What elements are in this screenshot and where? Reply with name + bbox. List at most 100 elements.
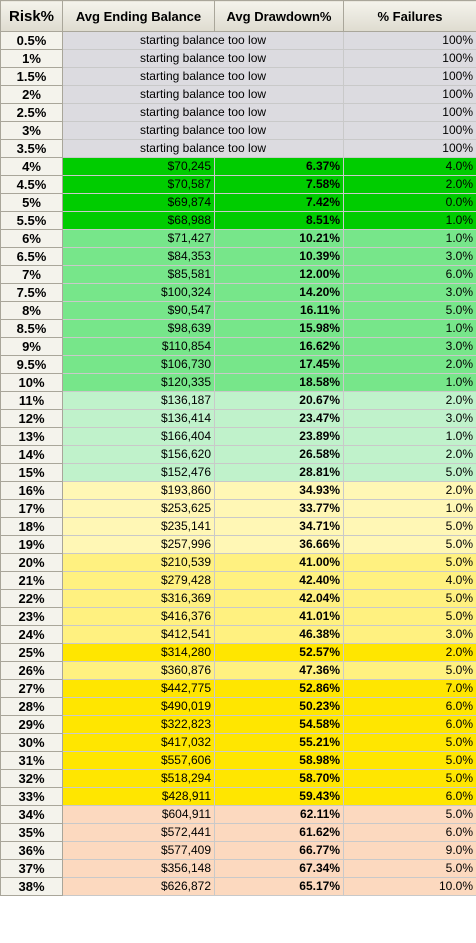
failures-cell[interactable]: 5.0% xyxy=(343,751,476,770)
balance-cell[interactable]: $314,280 xyxy=(62,643,215,662)
balance-cell[interactable]: $70,245 xyxy=(62,157,215,176)
failures-cell[interactable]: 7.0% xyxy=(343,679,476,698)
risk-cell[interactable]: 25% xyxy=(0,643,63,662)
failures-cell[interactable]: 100% xyxy=(343,67,476,86)
failures-cell[interactable]: 3.0% xyxy=(343,409,476,428)
risk-cell[interactable]: 10% xyxy=(0,373,63,392)
failures-cell[interactable]: 5.0% xyxy=(343,661,476,680)
risk-cell[interactable]: 2% xyxy=(0,85,63,104)
risk-cell[interactable]: 4% xyxy=(0,157,63,176)
risk-cell[interactable]: 4.5% xyxy=(0,175,63,194)
balance-cell[interactable]: $210,539 xyxy=(62,553,215,572)
drawdown-cell[interactable]: 23.47% xyxy=(214,409,344,428)
balance-cell[interactable]: $316,369 xyxy=(62,589,215,608)
failures-cell[interactable]: 6.0% xyxy=(343,823,476,842)
balance-cell[interactable]: $68,988 xyxy=(62,211,215,230)
failures-cell[interactable]: 100% xyxy=(343,103,476,122)
balance-cell[interactable]: $84,353 xyxy=(62,247,215,266)
note-cell[interactable]: starting balance too low xyxy=(62,85,344,104)
risk-cell[interactable]: 6% xyxy=(0,229,63,248)
failures-cell[interactable]: 1.0% xyxy=(343,319,476,338)
drawdown-cell[interactable]: 41.00% xyxy=(214,553,344,572)
note-cell[interactable]: starting balance too low xyxy=(62,121,344,140)
balance-cell[interactable]: $428,911 xyxy=(62,787,215,806)
balance-cell[interactable]: $110,854 xyxy=(62,337,215,356)
failures-cell[interactable]: 2.0% xyxy=(343,175,476,194)
drawdown-cell[interactable]: 66.77% xyxy=(214,841,344,860)
balance-cell[interactable]: $253,625 xyxy=(62,499,215,518)
failures-cell[interactable]: 100% xyxy=(343,49,476,68)
drawdown-cell[interactable]: 47.36% xyxy=(214,661,344,680)
failures-cell[interactable]: 2.0% xyxy=(343,355,476,374)
drawdown-cell[interactable]: 20.67% xyxy=(214,391,344,410)
balance-cell[interactable]: $166,404 xyxy=(62,427,215,446)
note-cell[interactable]: starting balance too low xyxy=(62,31,344,50)
failures-cell[interactable]: 9.0% xyxy=(343,841,476,860)
drawdown-cell[interactable]: 42.40% xyxy=(214,571,344,590)
balance-cell[interactable]: $136,187 xyxy=(62,391,215,410)
balance-cell[interactable]: $100,324 xyxy=(62,283,215,302)
drawdown-cell[interactable]: 6.37% xyxy=(214,157,344,176)
risk-cell[interactable]: 3% xyxy=(0,121,63,140)
risk-cell[interactable]: 5.5% xyxy=(0,211,63,230)
failures-cell[interactable]: 2.0% xyxy=(343,481,476,500)
failures-cell[interactable]: 1.0% xyxy=(343,373,476,392)
failures-cell[interactable]: 6.0% xyxy=(343,787,476,806)
drawdown-cell[interactable]: 33.77% xyxy=(214,499,344,518)
risk-cell[interactable]: 36% xyxy=(0,841,63,860)
risk-cell[interactable]: 37% xyxy=(0,859,63,878)
balance-cell[interactable]: $412,541 xyxy=(62,625,215,644)
balance-cell[interactable]: $120,335 xyxy=(62,373,215,392)
drawdown-cell[interactable]: 34.71% xyxy=(214,517,344,536)
risk-cell[interactable]: 6.5% xyxy=(0,247,63,266)
balance-cell[interactable]: $416,376 xyxy=(62,607,215,626)
drawdown-cell[interactable]: 46.38% xyxy=(214,625,344,644)
drawdown-cell[interactable]: 62.11% xyxy=(214,805,344,824)
header-balance[interactable]: Avg Ending Balance xyxy=(62,0,215,32)
failures-cell[interactable]: 5.0% xyxy=(343,301,476,320)
balance-cell[interactable]: $257,996 xyxy=(62,535,215,554)
header-drawdown[interactable]: Avg Drawdown% xyxy=(214,0,344,32)
risk-cell[interactable]: 28% xyxy=(0,697,63,716)
balance-cell[interactable]: $152,476 xyxy=(62,463,215,482)
risk-cell[interactable]: 21% xyxy=(0,571,63,590)
drawdown-cell[interactable]: 55.21% xyxy=(214,733,344,752)
drawdown-cell[interactable]: 18.58% xyxy=(214,373,344,392)
drawdown-cell[interactable]: 14.20% xyxy=(214,283,344,302)
balance-cell[interactable]: $85,581 xyxy=(62,265,215,284)
failures-cell[interactable]: 6.0% xyxy=(343,265,476,284)
drawdown-cell[interactable]: 8.51% xyxy=(214,211,344,230)
balance-cell[interactable]: $136,414 xyxy=(62,409,215,428)
drawdown-cell[interactable]: 15.98% xyxy=(214,319,344,338)
risk-cell[interactable]: 9% xyxy=(0,337,63,356)
failures-cell[interactable]: 1.0% xyxy=(343,499,476,518)
risk-cell[interactable]: 27% xyxy=(0,679,63,698)
risk-cell[interactable]: 38% xyxy=(0,877,63,896)
drawdown-cell[interactable]: 16.11% xyxy=(214,301,344,320)
failures-cell[interactable]: 5.0% xyxy=(343,769,476,788)
risk-cell[interactable]: 1.5% xyxy=(0,67,63,86)
drawdown-cell[interactable]: 50.23% xyxy=(214,697,344,716)
failures-cell[interactable]: 5.0% xyxy=(343,805,476,824)
header-risk[interactable]: Risk% xyxy=(0,0,63,32)
risk-cell[interactable]: 11% xyxy=(0,391,63,410)
drawdown-cell[interactable]: 58.70% xyxy=(214,769,344,788)
failures-cell[interactable]: 5.0% xyxy=(343,535,476,554)
failures-cell[interactable]: 1.0% xyxy=(343,211,476,230)
risk-cell[interactable]: 5% xyxy=(0,193,63,212)
failures-cell[interactable]: 5.0% xyxy=(343,607,476,626)
note-cell[interactable]: starting balance too low xyxy=(62,103,344,122)
drawdown-cell[interactable]: 52.57% xyxy=(214,643,344,662)
note-cell[interactable]: starting balance too low xyxy=(62,49,344,68)
risk-cell[interactable]: 15% xyxy=(0,463,63,482)
failures-cell[interactable]: 5.0% xyxy=(343,589,476,608)
risk-cell[interactable]: 29% xyxy=(0,715,63,734)
failures-cell[interactable]: 6.0% xyxy=(343,715,476,734)
failures-cell[interactable]: 2.0% xyxy=(343,643,476,662)
balance-cell[interactable]: $106,730 xyxy=(62,355,215,374)
risk-cell[interactable]: 16% xyxy=(0,481,63,500)
failures-cell[interactable]: 4.0% xyxy=(343,571,476,590)
balance-cell[interactable]: $279,428 xyxy=(62,571,215,590)
failures-cell[interactable]: 6.0% xyxy=(343,697,476,716)
drawdown-cell[interactable]: 10.21% xyxy=(214,229,344,248)
